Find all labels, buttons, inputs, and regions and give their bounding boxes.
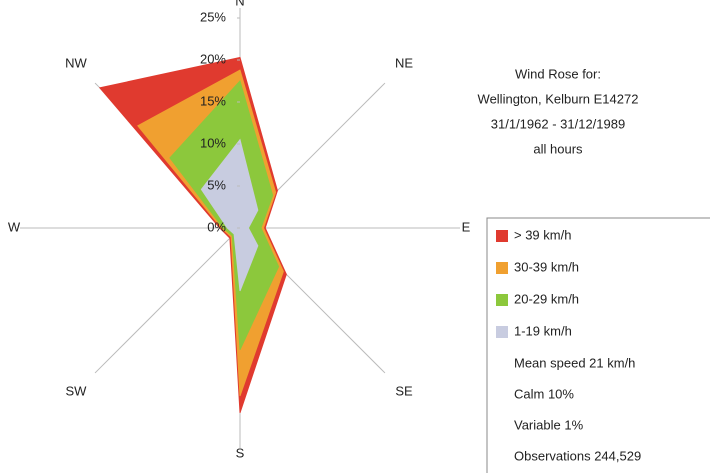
legend-stat: Mean speed 21 km/h: [514, 355, 635, 370]
radial-tick-label: 0%: [207, 219, 226, 234]
direction-label: SE: [395, 383, 413, 398]
rose-layer: [200, 138, 259, 292]
direction-label: N: [235, 0, 244, 8]
radial-tick-label: 25%: [200, 9, 226, 24]
legend-label: 1-19 km/h: [514, 323, 572, 338]
radial-tick-label: 15%: [200, 93, 226, 108]
legend-stat: Calm 10%: [514, 386, 574, 401]
legend-swatch: [496, 326, 508, 338]
legend-label: 20-29 km/h: [514, 291, 579, 306]
legend-box: [486, 217, 710, 473]
axis-line: [94, 227, 241, 374]
legend-swatch: [496, 294, 508, 306]
direction-label: SW: [65, 383, 87, 398]
legend-stat: Observations 244,529: [514, 448, 641, 463]
legend-label: > 39 km/h: [514, 227, 571, 242]
legend-stat: Variable 1%: [514, 417, 584, 432]
radial-tick-label: 5%: [207, 177, 226, 192]
direction-label: NE: [395, 55, 413, 70]
direction-label: E: [462, 219, 471, 234]
chart-title: Wellington, Kelburn E14272: [478, 91, 639, 106]
radial-tick-label: 20%: [200, 51, 226, 66]
chart-title: all hours: [533, 141, 583, 156]
chart-title: 31/1/1962 - 31/12/1989: [491, 116, 625, 131]
legend-swatch: [496, 262, 508, 274]
direction-label: W: [8, 219, 21, 234]
direction-label: S: [236, 445, 245, 460]
direction-label: NW: [65, 55, 87, 70]
chart-title: Wind Rose for:: [515, 66, 601, 81]
radial-tick-label: 10%: [200, 135, 226, 150]
legend-label: 30-39 km/h: [514, 259, 579, 274]
legend-swatch: [496, 230, 508, 242]
